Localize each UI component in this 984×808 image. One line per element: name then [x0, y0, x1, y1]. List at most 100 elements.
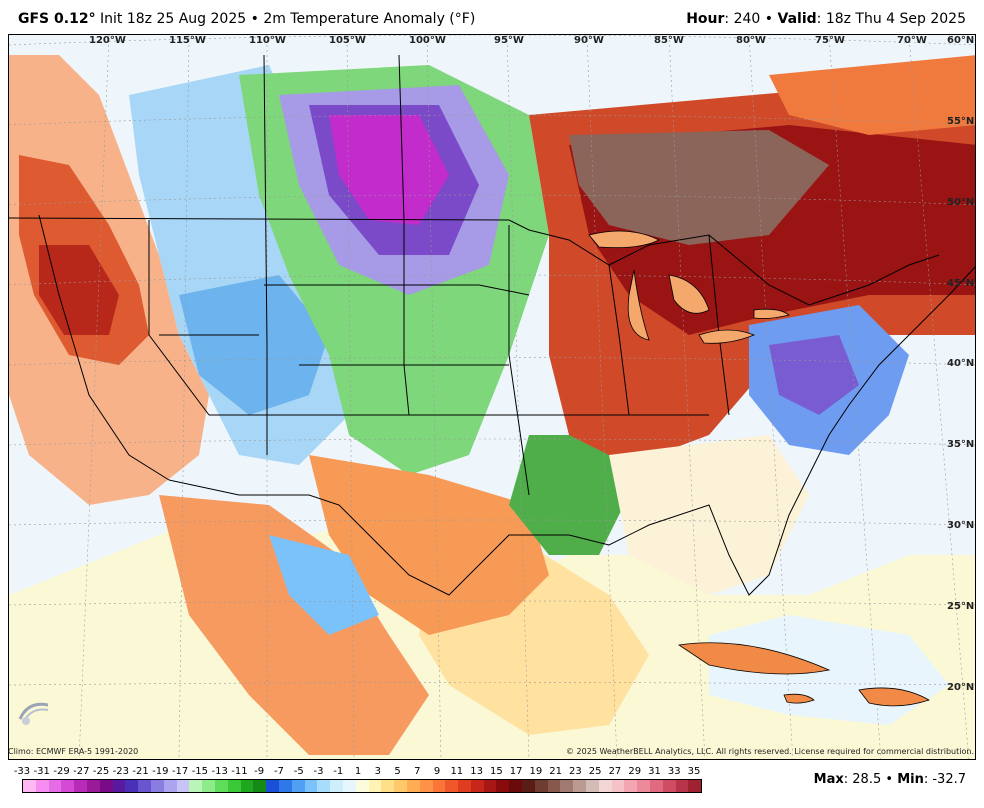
- lat-label-60n: 60°N: [947, 35, 975, 46]
- legend-swatch: [240, 780, 254, 792]
- legend-tick-label: -7: [273, 766, 284, 777]
- meridian-100w: [426, 35, 442, 759]
- lake-superior: [588, 230, 660, 249]
- oregon-hot-core: [39, 245, 119, 335]
- state-line-b: [398, 54, 410, 416]
- lon-label-95w: 95°W: [494, 35, 524, 46]
- min-value: -32.7: [932, 772, 966, 787]
- maxmin-bullet: •: [885, 772, 894, 787]
- legend-tick-label: -27: [73, 766, 90, 777]
- state-line-d: [264, 284, 530, 296]
- lat-label-25n: 25°N: [947, 601, 975, 612]
- lon-label-120w: 120°W: [89, 35, 126, 46]
- legend-swatch: [214, 780, 228, 792]
- legend-swatch: [496, 780, 510, 792]
- lat-label-35n: 35°N: [947, 439, 975, 450]
- lower-mississippi-cool: [509, 435, 629, 555]
- legend-swatch: [150, 780, 164, 792]
- legend-tick-label: 17: [509, 766, 523, 777]
- legend-tick-label: -33: [13, 766, 31, 777]
- model-name: GFS 0.12: [18, 11, 89, 27]
- legend-tick-label: 21: [549, 766, 563, 777]
- legend-swatch: [598, 780, 612, 792]
- parallel-60n: [9, 35, 975, 46]
- legend-swatch: [86, 780, 100, 792]
- legend-swatch: [432, 780, 446, 792]
- parallel-25n: [9, 600, 975, 606]
- legend-tick-label: -21: [132, 766, 149, 777]
- legend-swatch: [189, 780, 203, 792]
- pacific-coast: [38, 214, 170, 481]
- lat-label-20n: 20°N: [947, 682, 975, 693]
- legend-swatch: [662, 780, 676, 792]
- hispaniola: [858, 687, 930, 707]
- legend-swatch: [266, 780, 279, 792]
- legend-tick-label: 31: [648, 766, 661, 777]
- legend-swatch: [202, 780, 215, 792]
- logo-swirl-outer: [18, 702, 49, 720]
- parallel-20n: [9, 682, 975, 686]
- lon-label-70w: 70°W: [897, 35, 927, 46]
- min-label: Min: [897, 772, 924, 787]
- southeast-neutral: [609, 435, 809, 595]
- legend-swatch: [176, 780, 190, 792]
- legend-color-bar: [22, 779, 702, 793]
- legend-tick-label: 25: [588, 766, 602, 777]
- legend-tick-label: -19: [152, 766, 169, 777]
- parallel-45n: [9, 274, 975, 286]
- lake-erie: [698, 329, 756, 344]
- legend-tick-label: -23: [112, 766, 129, 777]
- header: GFS 0.12° Init 18z 25 Aug 2025 • 2m Temp…: [0, 0, 984, 34]
- legend-tick-label: -15: [191, 766, 209, 777]
- lon-label-90w: 90°W: [574, 35, 604, 46]
- legend-tick-label: 19: [529, 766, 543, 777]
- legend-tick-label: 15: [489, 766, 503, 777]
- legend-swatch: [227, 780, 241, 792]
- legend-tick-label: 7: [414, 766, 421, 777]
- valid-bullet: •: [764, 11, 774, 27]
- legend-swatch: [483, 780, 497, 792]
- legend-swatch: [688, 780, 702, 792]
- legend-swatch: [48, 780, 62, 792]
- legend-swatch: [586, 780, 599, 792]
- state-line-f: [508, 225, 530, 496]
- legend-tick-label: 29: [628, 766, 642, 777]
- lon-label-85w: 85°W: [654, 35, 684, 46]
- gulf-atlantic-coast: [468, 266, 975, 596]
- weatherbell-logo: [18, 702, 49, 725]
- legend-swatch: [637, 780, 651, 792]
- legend-swatch: [624, 780, 638, 792]
- legend-swatch: [74, 780, 87, 792]
- legend-swatch: [138, 780, 151, 792]
- logo-dot: [22, 717, 30, 725]
- legend-swatch: [522, 780, 535, 792]
- lat-label-50n: 50°N: [947, 197, 975, 208]
- hour-label: Hour: [686, 11, 725, 27]
- legend-swatch: [445, 780, 459, 792]
- valid-value: 18z Thu 4 Sep 2025: [825, 11, 966, 27]
- legend-tick-labels: -33 -31 -29 -27 -25 -23 -21 -19 -17 -15 -13 -11 -9 -7…: [14, 766, 714, 778]
- legend-swatch: [509, 780, 523, 792]
- legend-tick-label: -3: [313, 766, 324, 777]
- legend-swatch: [330, 780, 343, 792]
- legend-swatch: [35, 780, 49, 792]
- us-mexico-border: [168, 479, 470, 596]
- hour-value: 240: [733, 11, 761, 27]
- legend-swatch: [23, 780, 36, 792]
- model-degree: °: [88, 11, 96, 27]
- valid-label: Valid: [777, 11, 817, 27]
- max-value: 28.5: [852, 772, 882, 787]
- legend-swatch: [470, 780, 484, 792]
- lat-label-30n: 30°N: [947, 520, 975, 531]
- legend-tick-label: -31: [33, 766, 50, 777]
- legend-tick-label: -9: [254, 766, 265, 777]
- legend-tick-label: -17: [171, 766, 189, 777]
- legend-swatch: [675, 780, 689, 792]
- meridian-95w: [506, 35, 530, 759]
- legend-tick-label: 33: [667, 766, 681, 777]
- lon-label-75w: 75°W: [815, 35, 845, 46]
- sierra-madre-cool: [269, 535, 379, 635]
- legend-swatch: [534, 780, 548, 792]
- lat-label-55n: 55°N: [947, 116, 975, 127]
- legend-tick-label: -11: [231, 766, 248, 777]
